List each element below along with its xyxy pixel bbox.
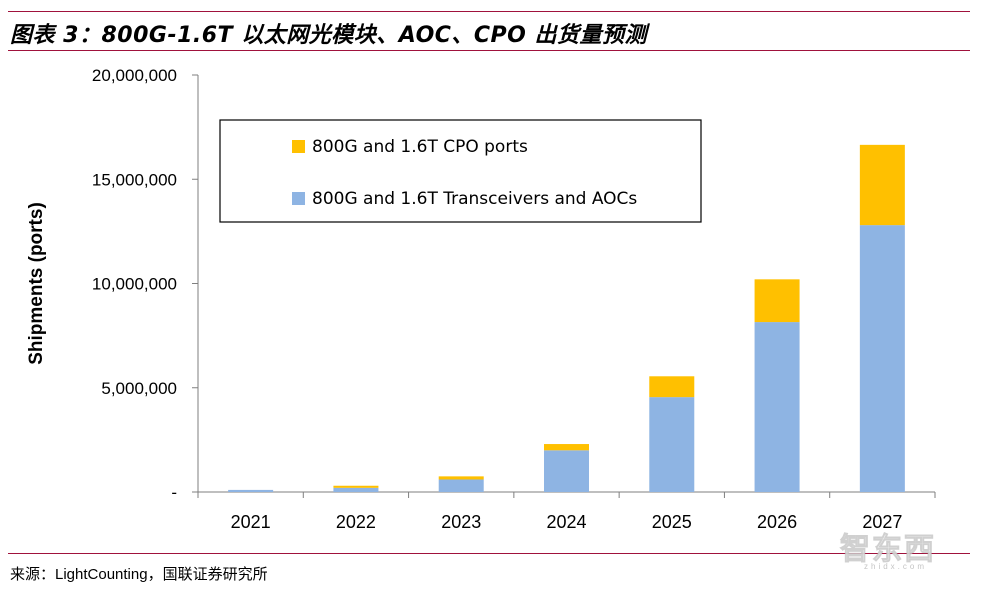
bar-cpo-ports-2026	[754, 279, 800, 323]
figure-source: 来源：LightCounting，国联证券研究所	[10, 566, 268, 583]
y-tick-label: -	[171, 483, 177, 502]
x-tick-label: 2022	[336, 512, 376, 532]
y-tick-label: 10,000,000	[92, 275, 177, 294]
legend-swatch-cpo-ports	[292, 140, 305, 153]
top-rule	[8, 11, 970, 12]
bar-transceivers-aocs-2021	[228, 489, 274, 492]
legend-label-transceivers-aocs: 800G and 1.6T Transceivers and AOCs	[312, 189, 637, 209]
shipments-chart: - 5,000,000 10,000,000 15,000,000 20,000,000…	[26, 66, 936, 532]
x-tick-label: 2021	[231, 512, 271, 532]
y-tick-label: 15,000,000	[92, 170, 177, 189]
bar-cpo-ports-2025	[649, 376, 695, 398]
watermark-subtext: zhidx.com	[864, 562, 928, 571]
bar-transceivers-aocs-2022	[333, 487, 379, 492]
y-axis-title: Shipments (ports)	[26, 202, 47, 365]
bar-cpo-ports-2024	[544, 444, 589, 451]
bottom-rule	[8, 553, 970, 554]
title-underline-rule	[8, 50, 970, 51]
y-tick-label: 5,000,000	[101, 379, 177, 398]
x-tick-label: 2024	[546, 512, 586, 532]
x-tick-label: 2026	[757, 512, 797, 532]
x-tick-label: 2027	[862, 512, 902, 532]
bar-cpo-ports-2023	[438, 476, 484, 480]
bar-cpo-ports-2022	[333, 485, 379, 488]
bar-transceivers-aocs-2024	[544, 450, 589, 492]
bar-transceivers-aocs-2023	[438, 479, 484, 492]
legend-label-cpo-ports: 800G and 1.6T CPO ports	[312, 137, 528, 157]
bar-transceivers-aocs-2027	[859, 225, 905, 492]
bar-transceivers-aocs-2026	[754, 322, 800, 492]
figure-title: 图表 3：800G-1.6T 以太网光模块、AOC、CPO 出货量预测	[10, 23, 648, 48]
y-tick-label: 20,000,000	[92, 66, 177, 85]
x-tick-label: 2025	[652, 512, 692, 532]
bar-transceivers-aocs-2025	[649, 397, 695, 492]
bar-cpo-ports-2027	[859, 144, 905, 226]
legend-swatch-transceivers-aocs	[292, 192, 305, 205]
x-tick-label: 2023	[441, 512, 481, 532]
